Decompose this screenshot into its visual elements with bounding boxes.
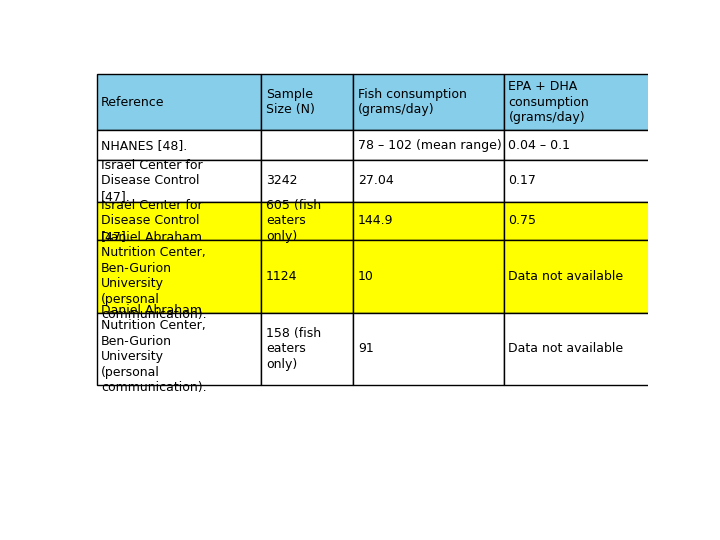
FancyBboxPatch shape [504, 201, 654, 240]
Text: Daniel Abraham
Nutrition Center,
Ben-Gurion
University
(personal
communication).: Daniel Abraham Nutrition Center, Ben-Gur… [101, 303, 207, 394]
FancyBboxPatch shape [96, 201, 261, 240]
Text: EPA + DHA
consumption
(grams/day): EPA + DHA consumption (grams/day) [508, 80, 589, 124]
Text: Fish consumption
(grams/day): Fish consumption (grams/day) [358, 88, 467, 116]
FancyBboxPatch shape [261, 313, 354, 386]
FancyBboxPatch shape [261, 160, 354, 201]
FancyBboxPatch shape [354, 130, 504, 160]
FancyBboxPatch shape [261, 74, 354, 130]
FancyBboxPatch shape [96, 160, 261, 201]
FancyBboxPatch shape [96, 313, 261, 386]
Text: 1124: 1124 [266, 270, 297, 283]
Text: NHANES [48].: NHANES [48]. [101, 139, 187, 152]
FancyBboxPatch shape [261, 130, 354, 160]
FancyBboxPatch shape [504, 240, 654, 313]
Text: 10: 10 [358, 270, 374, 283]
Text: Sample
Size (N): Sample Size (N) [266, 88, 315, 116]
FancyBboxPatch shape [504, 313, 654, 386]
FancyBboxPatch shape [504, 130, 654, 160]
Text: Daniel Abraham
Nutrition Center,
Ben-Gurion
University
(personal
communication).: Daniel Abraham Nutrition Center, Ben-Gur… [101, 231, 207, 321]
Text: 0.75: 0.75 [508, 214, 536, 227]
FancyBboxPatch shape [354, 201, 504, 240]
FancyBboxPatch shape [96, 74, 261, 130]
FancyBboxPatch shape [504, 160, 654, 201]
Text: 144.9: 144.9 [358, 214, 393, 227]
Text: 158 (fish
eaters
only): 158 (fish eaters only) [266, 327, 321, 371]
Text: Israel Center for
Disease Control
[47].: Israel Center for Disease Control [47]. [101, 199, 203, 242]
Text: Reference: Reference [101, 96, 165, 109]
Text: Data not available: Data not available [508, 270, 624, 283]
FancyBboxPatch shape [96, 130, 261, 160]
FancyBboxPatch shape [354, 160, 504, 201]
Text: 0.17: 0.17 [508, 174, 536, 187]
FancyBboxPatch shape [354, 74, 504, 130]
FancyBboxPatch shape [261, 201, 354, 240]
FancyBboxPatch shape [261, 240, 354, 313]
FancyBboxPatch shape [96, 240, 261, 313]
Text: 27.04: 27.04 [358, 174, 394, 187]
Text: Data not available: Data not available [508, 342, 624, 355]
FancyBboxPatch shape [354, 240, 504, 313]
Text: Israel Center for
Disease Control
[47].: Israel Center for Disease Control [47]. [101, 159, 203, 203]
Text: 78 – 102 (mean range): 78 – 102 (mean range) [358, 139, 502, 152]
Text: 3242: 3242 [266, 174, 297, 187]
FancyBboxPatch shape [354, 313, 504, 386]
Text: 605 (fish
eaters
only): 605 (fish eaters only) [266, 199, 321, 242]
Text: 0.04 – 0.1: 0.04 – 0.1 [508, 139, 570, 152]
FancyBboxPatch shape [504, 74, 654, 130]
Text: 91: 91 [358, 342, 374, 355]
